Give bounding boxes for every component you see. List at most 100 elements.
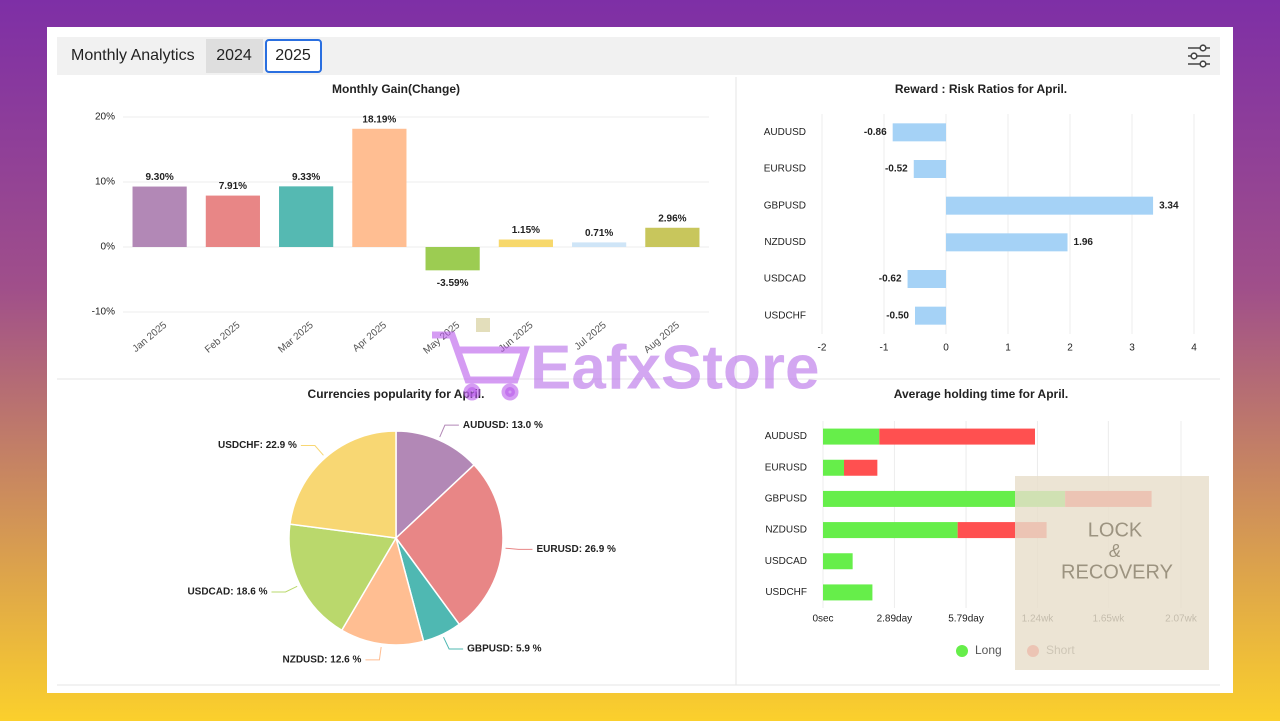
bar (915, 306, 946, 325)
value-label: USDCAD: 18.6 % (187, 587, 267, 598)
value-label: 7.91% (219, 181, 247, 192)
y-tick-label: GBPUSD (765, 494, 807, 505)
value-label: -0.62 (879, 274, 902, 285)
x-tick-label: 0sec (812, 614, 833, 625)
bar (946, 233, 1068, 252)
bar (913, 160, 946, 178)
bar (572, 242, 627, 247)
bar (132, 186, 187, 247)
y-tick-label: GBPUSD (764, 200, 806, 211)
overlay-text: LOCK (1088, 519, 1143, 541)
bar (279, 186, 334, 247)
charts: Monthly Gain(Change)-10%0%10%20%9.30%Jan… (92, 82, 1198, 665)
value-label: -0.50 (886, 310, 909, 321)
overlay-text: RECOVERY (1061, 561, 1173, 583)
overlay-box (1015, 476, 1209, 670)
pie-slice (395, 430, 476, 540)
watermark: EafxStore (530, 333, 819, 402)
bar (425, 247, 480, 271)
y-tick-label: NZDUSD (765, 525, 807, 536)
bar-segment (844, 459, 878, 476)
value-label: -0.52 (885, 164, 908, 175)
y-tick-label: USDCHF (765, 587, 807, 598)
bar-segment (879, 428, 1035, 445)
value-label: NZDUSD: 12.6 % (283, 655, 362, 666)
y-tick-label: USDCAD (764, 274, 806, 285)
y-tick-label: USDCHF (764, 310, 806, 321)
pie-slice (288, 523, 398, 632)
bar-segment (823, 584, 873, 601)
pie-slice (395, 463, 504, 626)
overlay-text: & (1109, 541, 1121, 561)
bar-segment (823, 522, 958, 539)
bar-segment (823, 490, 1066, 507)
settings-icon[interactable] (1188, 44, 1210, 68)
y-tick-label: 20% (95, 112, 115, 123)
bar (645, 227, 700, 247)
value-label: -0.86 (864, 127, 887, 138)
bar (892, 123, 946, 142)
y-tick-label: 10% (95, 177, 115, 188)
value-label: 1.15% (512, 225, 540, 236)
x-tick-label: 1 (1005, 343, 1011, 354)
leader-line (443, 636, 464, 650)
chart-title: Reward : Risk Ratios for April. (895, 82, 1067, 96)
chart-title: Monthly Gain(Change) (332, 82, 460, 96)
x-tick-label: 4 (1191, 343, 1197, 354)
x-tick-label: 5.79day (948, 614, 984, 625)
tab[interactable] (206, 39, 263, 73)
bar (352, 128, 407, 247)
pie-slice (340, 536, 425, 646)
bar (205, 195, 260, 247)
value-label: AUDUSD: 13.0 % (463, 420, 543, 431)
value-label: GBPUSD: 5.9 % (467, 644, 542, 655)
leader-line (365, 646, 382, 661)
value-label: 0.71% (585, 228, 613, 239)
value-label: -3.59% (437, 278, 469, 289)
pie-slice (289, 430, 397, 539)
x-tick-label: 2 (1067, 343, 1073, 354)
legend-label: Long (975, 643, 1002, 657)
x-tick-label: 2.89day (877, 614, 913, 625)
leader-line (505, 547, 533, 550)
tab-selected[interactable] (265, 39, 322, 73)
chart-title: Average holding time for April. (894, 387, 1068, 401)
value-label: 1.96 (1074, 237, 1094, 248)
watermark-icon (432, 331, 530, 401)
legend-marker (956, 645, 968, 657)
y-tick-label: AUDUSD (765, 431, 807, 442)
bar (498, 239, 553, 247)
y-tick-label: 0% (101, 242, 116, 253)
watermark-box (476, 318, 490, 332)
leader-line (300, 445, 324, 456)
y-tick-label: EURUSD (765, 462, 807, 473)
bar (946, 196, 1154, 215)
value-label: EURUSD: 26.9 % (536, 544, 616, 555)
value-label: 18.19% (362, 114, 396, 125)
bar (907, 270, 946, 288)
y-tick-label: -10% (92, 307, 115, 318)
value-label: 9.33% (292, 172, 320, 183)
y-tick-label: EURUSD (764, 164, 806, 175)
leader-line (439, 424, 459, 438)
bar-segment (823, 428, 880, 445)
tab-label[interactable]: 2025 (275, 47, 311, 64)
leader-line (271, 585, 298, 593)
header-title: Monthly Analytics (71, 47, 195, 64)
x-tick-label: -1 (880, 343, 889, 354)
x-tick-label: 0 (943, 343, 949, 354)
x-tick-label: 3 (1129, 343, 1135, 354)
value-label: USDCHF: 22.9 % (218, 440, 297, 451)
tab-label[interactable]: 2024 (216, 47, 252, 64)
y-tick-label: NZDUSD (764, 237, 806, 248)
y-tick-label: USDCAD (765, 556, 807, 567)
bar-segment (823, 459, 845, 476)
x-tick-label: -2 (818, 343, 827, 354)
y-tick-label: AUDUSD (764, 127, 806, 138)
value-label: 2.96% (658, 213, 686, 224)
bar-segment (823, 553, 853, 570)
value-label: 9.30% (145, 172, 173, 183)
value-label: 3.34 (1159, 200, 1179, 211)
